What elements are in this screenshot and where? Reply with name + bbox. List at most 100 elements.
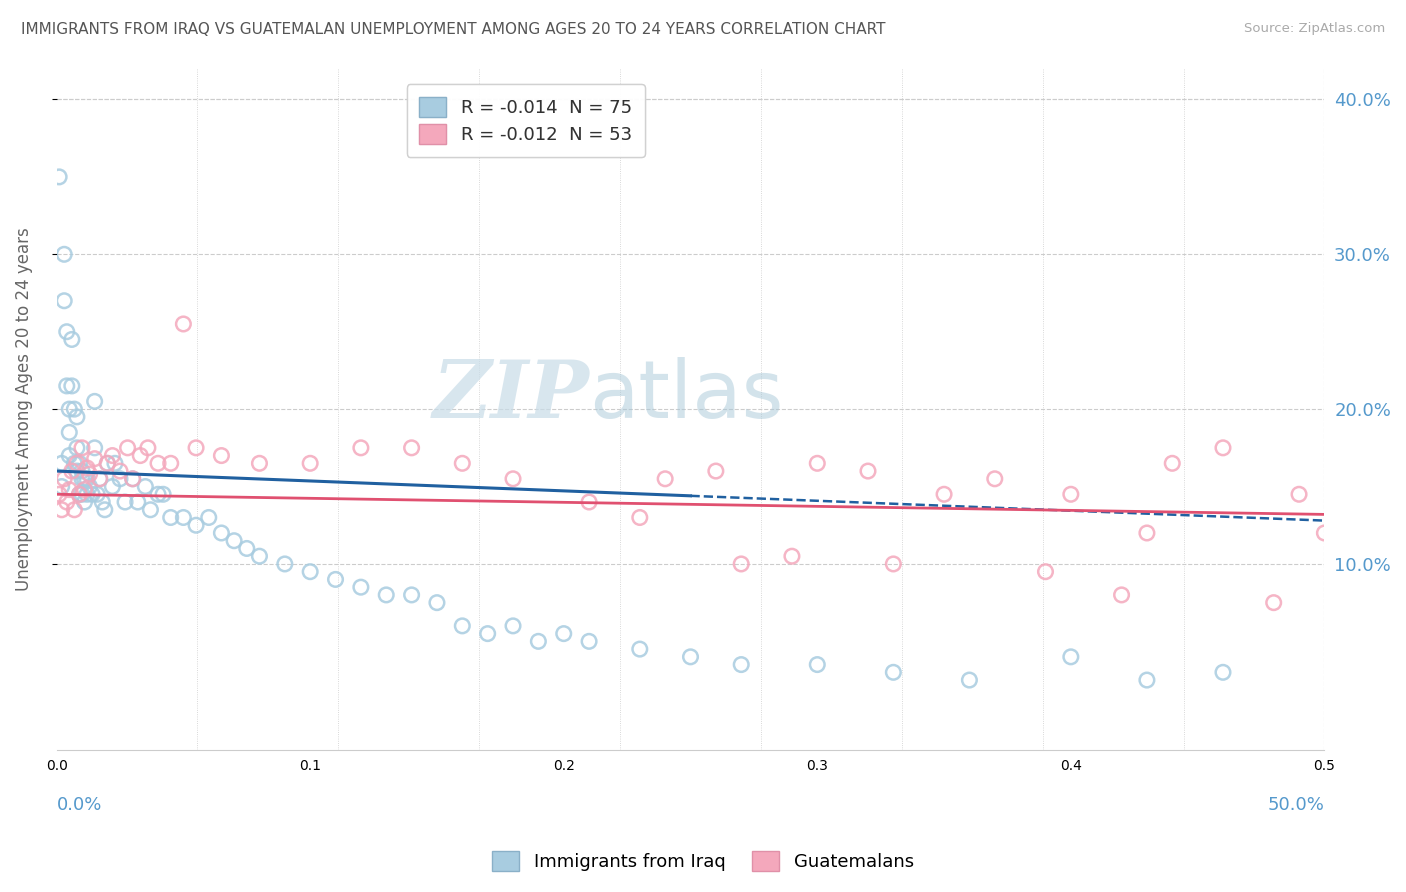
- Point: [159, 456, 181, 470]
- Point: [66, 441, 89, 455]
- Point: [73, 483, 96, 497]
- Point: [48, 169, 70, 184]
- Point: [654, 472, 676, 486]
- Point: [172, 510, 194, 524]
- Point: [139, 502, 162, 516]
- Point: [1060, 487, 1083, 501]
- Point: [274, 557, 297, 571]
- Point: [679, 649, 702, 664]
- Point: [209, 449, 232, 463]
- Point: [146, 456, 169, 470]
- Point: [249, 549, 271, 564]
- Point: [58, 483, 80, 497]
- Point: [117, 441, 139, 455]
- Point: [63, 502, 86, 516]
- Point: [51, 502, 73, 516]
- Point: [51, 456, 73, 470]
- Point: [184, 518, 207, 533]
- Point: [83, 451, 105, 466]
- Text: IMMIGRANTS FROM IRAQ VS GUATEMALAN UNEMPLOYMENT AMONG AGES 20 TO 24 YEARS CORREL: IMMIGRANTS FROM IRAQ VS GUATEMALAN UNEMP…: [21, 22, 886, 37]
- Point: [55, 325, 77, 339]
- Point: [79, 467, 101, 482]
- Point: [451, 619, 474, 633]
- Point: [58, 425, 80, 440]
- Point: [96, 456, 118, 470]
- Point: [730, 557, 752, 571]
- Point: [159, 510, 181, 524]
- Point: [984, 472, 1007, 486]
- Point: [96, 456, 118, 470]
- Point: [108, 472, 131, 486]
- Text: 0.0%: 0.0%: [56, 797, 103, 814]
- Point: [628, 510, 651, 524]
- Point: [79, 479, 101, 493]
- Point: [58, 402, 80, 417]
- Point: [527, 634, 550, 648]
- Point: [91, 495, 114, 509]
- Point: [70, 472, 93, 486]
- Point: [63, 456, 86, 470]
- Point: [578, 495, 600, 509]
- Point: [172, 317, 194, 331]
- Point: [86, 487, 108, 501]
- Point: [1136, 673, 1159, 687]
- Point: [53, 472, 76, 486]
- Point: [66, 409, 89, 424]
- Point: [66, 464, 89, 478]
- Point: [1263, 596, 1285, 610]
- Point: [1136, 526, 1159, 541]
- Point: [236, 541, 259, 556]
- Point: [76, 487, 98, 501]
- Point: [1288, 487, 1310, 501]
- Point: [209, 526, 232, 541]
- Point: [350, 441, 373, 455]
- Point: [730, 657, 752, 672]
- Point: [856, 464, 879, 478]
- Point: [375, 588, 398, 602]
- Point: [63, 402, 86, 417]
- Point: [957, 673, 980, 687]
- Point: [184, 441, 207, 455]
- Text: ZIP: ZIP: [432, 357, 589, 434]
- Point: [806, 456, 828, 470]
- Point: [55, 495, 77, 509]
- Point: [121, 472, 143, 486]
- Point: [53, 247, 76, 261]
- Point: [1161, 456, 1184, 470]
- Point: [882, 665, 904, 680]
- Point: [101, 449, 124, 463]
- Point: [553, 626, 575, 640]
- Point: [477, 626, 499, 640]
- Point: [60, 379, 83, 393]
- Point: [60, 333, 83, 347]
- Point: [70, 487, 93, 501]
- Point: [89, 472, 111, 486]
- Point: [67, 487, 90, 501]
- Point: [224, 533, 246, 548]
- Point: [1111, 588, 1133, 602]
- Point: [51, 479, 73, 493]
- Point: [1035, 565, 1057, 579]
- Point: [70, 441, 93, 455]
- Point: [70, 464, 93, 478]
- Point: [94, 502, 117, 516]
- Point: [426, 596, 449, 610]
- Point: [806, 657, 828, 672]
- Point: [67, 456, 90, 470]
- Legend: Immigrants from Iraq, Guatemalans: Immigrants from Iraq, Guatemalans: [485, 844, 921, 879]
- Point: [299, 565, 322, 579]
- Point: [704, 464, 727, 478]
- Point: [136, 441, 159, 455]
- Point: [299, 456, 322, 470]
- Point: [1313, 526, 1336, 541]
- Point: [1212, 441, 1234, 455]
- Point: [66, 456, 89, 470]
- Point: [55, 379, 77, 393]
- Point: [48, 487, 70, 501]
- Point: [58, 449, 80, 463]
- Point: [628, 642, 651, 657]
- Point: [127, 495, 149, 509]
- Point: [114, 495, 136, 509]
- Point: [882, 557, 904, 571]
- Point: [83, 441, 105, 455]
